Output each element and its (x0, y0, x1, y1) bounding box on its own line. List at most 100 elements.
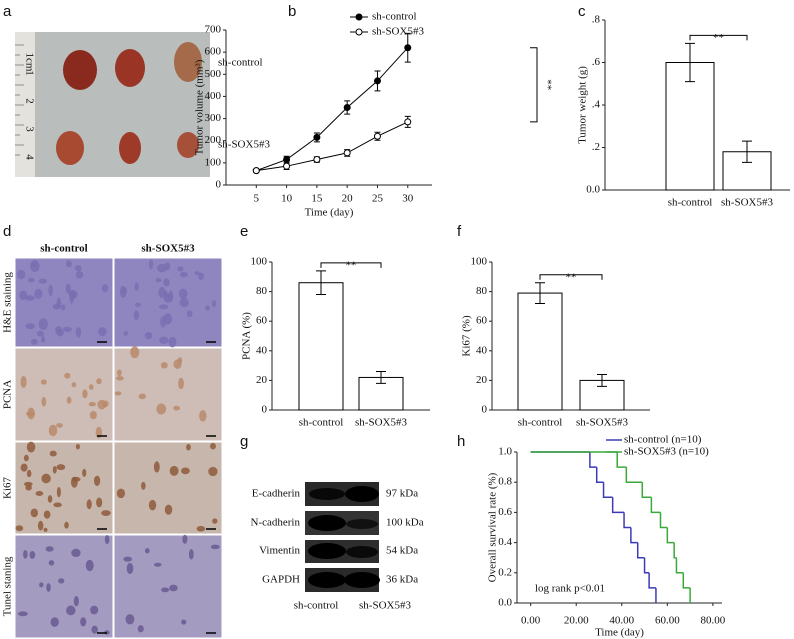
protein-label: E-cadherin (252, 488, 301, 500)
nucleus (138, 393, 146, 400)
size-label: 54 kDa (386, 545, 418, 557)
nucleus (210, 442, 216, 450)
legend-label: sh-control (n=10) (624, 434, 702, 446)
error-bar (376, 371, 386, 384)
panel-letter: d (3, 223, 11, 240)
nucleus (156, 403, 167, 415)
nucleus (27, 277, 35, 283)
nucleus (96, 497, 103, 508)
nucleus (85, 559, 94, 572)
nucleus (169, 465, 179, 476)
nucleus (56, 423, 63, 428)
nucleus (26, 469, 32, 478)
nucleus (102, 400, 109, 408)
survival-step (602, 482, 613, 499)
y-tick-label: 100 (471, 256, 488, 268)
x-tick-label: 5 (254, 193, 260, 205)
nucleus (154, 562, 162, 567)
nucleus (164, 504, 173, 515)
nucleus (48, 560, 55, 566)
legend-marker (355, 13, 363, 21)
nucleus (64, 372, 71, 379)
x-tick-label: sh-SOX5#3 (355, 417, 407, 429)
nucleus (80, 617, 87, 627)
size-label: 97 kDa (386, 488, 418, 500)
micrograph (14, 257, 114, 348)
nucleus (39, 582, 44, 588)
nucleus (82, 468, 87, 477)
nucleus (141, 481, 146, 490)
survival-step (675, 557, 684, 574)
nucleus (98, 327, 107, 337)
x-tick-label: 25 (372, 193, 384, 205)
significance-bracket (320, 262, 382, 268)
row-label: Tunel staning (2, 556, 14, 616)
nucleus (71, 382, 77, 388)
nucleus (159, 336, 169, 344)
nucleus (50, 617, 59, 627)
significance-bracket (689, 34, 748, 41)
nucleus (194, 271, 200, 276)
nucleus (41, 396, 47, 407)
nucleus (160, 362, 168, 369)
western-blot (305, 482, 380, 592)
data-point (283, 162, 291, 170)
nucleus (163, 313, 173, 325)
bar (517, 292, 563, 411)
y-axis-label: Overall survival rate (%) (487, 472, 499, 582)
annotation: ** (346, 259, 357, 271)
series-line (256, 47, 409, 172)
nucleus (25, 323, 35, 330)
nucleus (17, 611, 28, 617)
nucleus (82, 389, 88, 399)
y-tick-label: 20 (476, 374, 488, 386)
nucleus (53, 502, 62, 508)
x-tick-label: 60.00 (655, 615, 680, 627)
panel-letter: e (240, 223, 248, 240)
nucleus (182, 534, 188, 544)
y-tick-label: 1.0 (498, 446, 512, 458)
survival-step (659, 512, 668, 529)
ruler-label: 1 (23, 70, 35, 76)
nucleus (197, 272, 205, 281)
survival-step (623, 512, 631, 529)
error-bar (742, 140, 752, 163)
nucleus (104, 534, 110, 545)
size-label: 36 kDa (386, 574, 418, 586)
row-label: sh-SOX5#3 (218, 139, 270, 151)
nucleus (15, 525, 24, 532)
protein-label: N-cadherin (251, 517, 301, 529)
protein-label: Vimentin (259, 545, 300, 557)
panel-letter: h (457, 433, 465, 450)
nucleus (47, 495, 53, 503)
annotation: ** (541, 79, 553, 90)
nucleus (144, 331, 153, 340)
panel-letter: a (3, 3, 12, 20)
nucleus (20, 463, 28, 472)
survival-step (636, 542, 645, 559)
nucleus (163, 278, 170, 287)
data-point (343, 104, 351, 111)
nucleus (144, 548, 150, 554)
data-point (252, 167, 260, 175)
y-tick-label: 400 (205, 90, 222, 102)
nucleus (23, 454, 29, 462)
nucleus (119, 285, 127, 298)
y-tick-label: 100 (205, 156, 222, 168)
nucleus (208, 466, 218, 477)
y-tick-label: 500 (205, 68, 222, 80)
nucleus (173, 359, 182, 370)
x-tick-label: 0.00 (521, 615, 541, 627)
nucleus (212, 518, 218, 524)
nucleus (125, 614, 135, 625)
row-label: PCNA (2, 380, 14, 409)
ruler-label: 2 (23, 98, 35, 104)
nucleus (148, 499, 157, 511)
panel-letter: c (578, 3, 586, 20)
legend-label: sh-control (372, 11, 417, 23)
nucleus (48, 284, 53, 297)
survival-step (616, 452, 627, 468)
y-tick-label: .8 (592, 14, 601, 26)
nucleus (148, 259, 154, 270)
protein-label: GAPDH (262, 574, 300, 586)
